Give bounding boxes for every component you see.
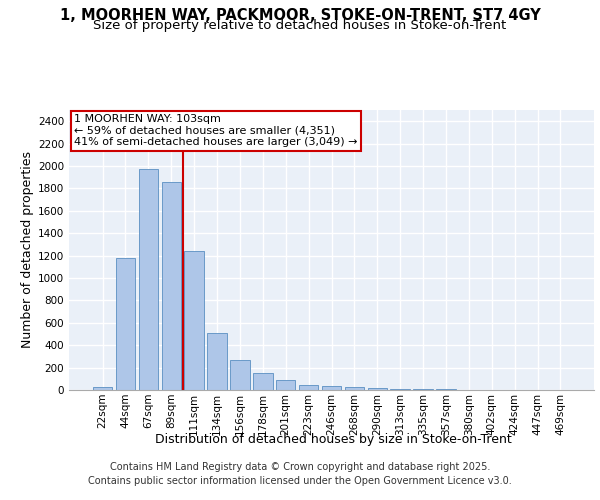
Bar: [139, 169, 158, 390]
Bar: [93, 387, 112, 390]
Text: 1 MOORHEN WAY: 103sqm
← 59% of detached houses are smaller (4,351)
41% of semi-d: 1 MOORHEN WAY: 103sqm ← 59% of detached …: [74, 114, 358, 148]
Bar: [253, 372, 272, 390]
Bar: [368, 388, 387, 390]
Text: Size of property relative to detached houses in Stoke-on-Trent: Size of property relative to detached ho…: [94, 18, 506, 32]
Text: Contains HM Land Registry data © Crown copyright and database right 2025.
Contai: Contains HM Land Registry data © Crown c…: [88, 462, 512, 486]
Bar: [230, 360, 250, 390]
Bar: [322, 386, 341, 390]
Y-axis label: Number of detached properties: Number of detached properties: [21, 152, 34, 348]
Bar: [391, 388, 410, 390]
Bar: [161, 182, 181, 390]
Bar: [184, 251, 204, 390]
Bar: [413, 389, 433, 390]
Bar: [299, 384, 319, 390]
Bar: [276, 380, 295, 390]
Text: 1, MOORHEN WAY, PACKMOOR, STOKE-ON-TRENT, ST7 4GY: 1, MOORHEN WAY, PACKMOOR, STOKE-ON-TRENT…: [59, 8, 541, 22]
Bar: [344, 387, 364, 390]
Bar: [208, 333, 227, 390]
Text: Distribution of detached houses by size in Stoke-on-Trent: Distribution of detached houses by size …: [155, 432, 511, 446]
Bar: [116, 258, 135, 390]
